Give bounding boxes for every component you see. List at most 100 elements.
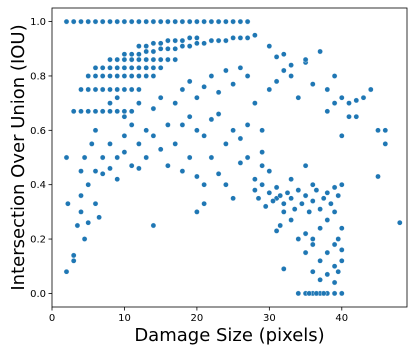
data-point	[237, 160, 244, 166]
data-point	[150, 73, 157, 79]
data-point	[252, 187, 258, 193]
data-point	[302, 192, 309, 199]
data-point	[328, 200, 334, 207]
data-point	[85, 86, 91, 93]
data-point	[259, 181, 265, 188]
data-point	[201, 200, 207, 207]
data-point	[121, 65, 128, 71]
data-point	[309, 181, 316, 188]
data-point	[96, 214, 102, 221]
data-point	[262, 203, 269, 210]
data-point	[85, 108, 91, 115]
data-point	[150, 65, 157, 71]
data-point	[338, 290, 345, 297]
data-point	[107, 141, 113, 147]
data-point	[266, 86, 273, 93]
data-point	[179, 37, 186, 44]
data-point	[194, 209, 200, 215]
data-point	[208, 37, 215, 44]
data-point	[331, 209, 338, 215]
data-point	[128, 86, 135, 93]
data-point	[324, 217, 331, 223]
data-point	[121, 108, 128, 115]
data-point	[288, 195, 294, 202]
data-point	[237, 18, 244, 25]
data-point	[324, 86, 331, 93]
data-point	[99, 73, 106, 79]
data-point	[74, 222, 81, 229]
data-point	[288, 73, 294, 79]
data-point	[121, 18, 128, 25]
data-point	[375, 127, 381, 134]
data-point	[338, 181, 345, 188]
data-point	[128, 162, 135, 169]
data-point	[165, 37, 171, 44]
data-point	[128, 56, 135, 63]
data-point	[165, 18, 171, 25]
data-point	[317, 257, 323, 264]
data-point	[266, 189, 273, 196]
data-point	[338, 247, 345, 253]
data-point	[382, 141, 389, 147]
data-point	[186, 18, 193, 25]
data-point	[317, 206, 323, 212]
data-point	[230, 127, 236, 134]
data-point	[302, 249, 309, 256]
data-point	[63, 268, 70, 275]
data-point	[273, 184, 280, 191]
y-axis-ticks: 0.0 0.2 0.4 0.6 0.8 1.0	[30, 17, 52, 300]
data-point	[324, 108, 331, 115]
data-point	[128, 65, 135, 71]
data-point	[273, 54, 280, 60]
data-point	[194, 173, 200, 180]
data-point	[143, 48, 149, 55]
data-point	[157, 56, 164, 63]
data-point	[215, 111, 222, 117]
data-point	[121, 51, 128, 58]
data-point	[165, 162, 171, 169]
data-point	[92, 108, 99, 115]
data-point	[215, 37, 222, 44]
data-point	[252, 100, 258, 106]
data-point	[92, 168, 99, 174]
data-point	[81, 154, 88, 161]
data-point	[121, 73, 128, 79]
data-point	[150, 18, 157, 25]
data-point	[382, 127, 389, 134]
data-point	[70, 252, 77, 259]
data-point	[223, 18, 229, 25]
data-point	[324, 271, 331, 278]
data-point	[179, 86, 186, 93]
data-point	[288, 62, 294, 68]
data-point	[288, 217, 294, 223]
x-tick-label: 30	[263, 313, 276, 324]
data-point	[201, 132, 207, 139]
data-point	[295, 94, 302, 101]
data-point	[85, 73, 91, 79]
data-point	[114, 154, 120, 161]
data-point	[252, 32, 258, 39]
y-tick-label: 0.6	[30, 126, 46, 137]
data-point	[99, 86, 106, 93]
data-point	[353, 113, 360, 120]
data-point	[331, 73, 338, 79]
data-point	[288, 176, 294, 182]
data-point	[165, 122, 171, 128]
data-point	[324, 249, 331, 256]
data-point	[136, 56, 142, 63]
data-point	[121, 149, 128, 155]
data-point	[255, 195, 262, 202]
data-point	[107, 73, 113, 79]
y-tick-label: 0.4	[30, 180, 46, 191]
data-point	[244, 73, 251, 79]
data-point	[114, 18, 120, 25]
data-point	[157, 65, 164, 71]
y-tick-label: 1.0	[30, 17, 46, 28]
data-point	[302, 56, 309, 63]
data-point	[172, 141, 178, 147]
data-point	[128, 51, 135, 58]
data-point	[194, 127, 200, 134]
data-point	[324, 189, 331, 196]
data-point	[179, 122, 186, 128]
